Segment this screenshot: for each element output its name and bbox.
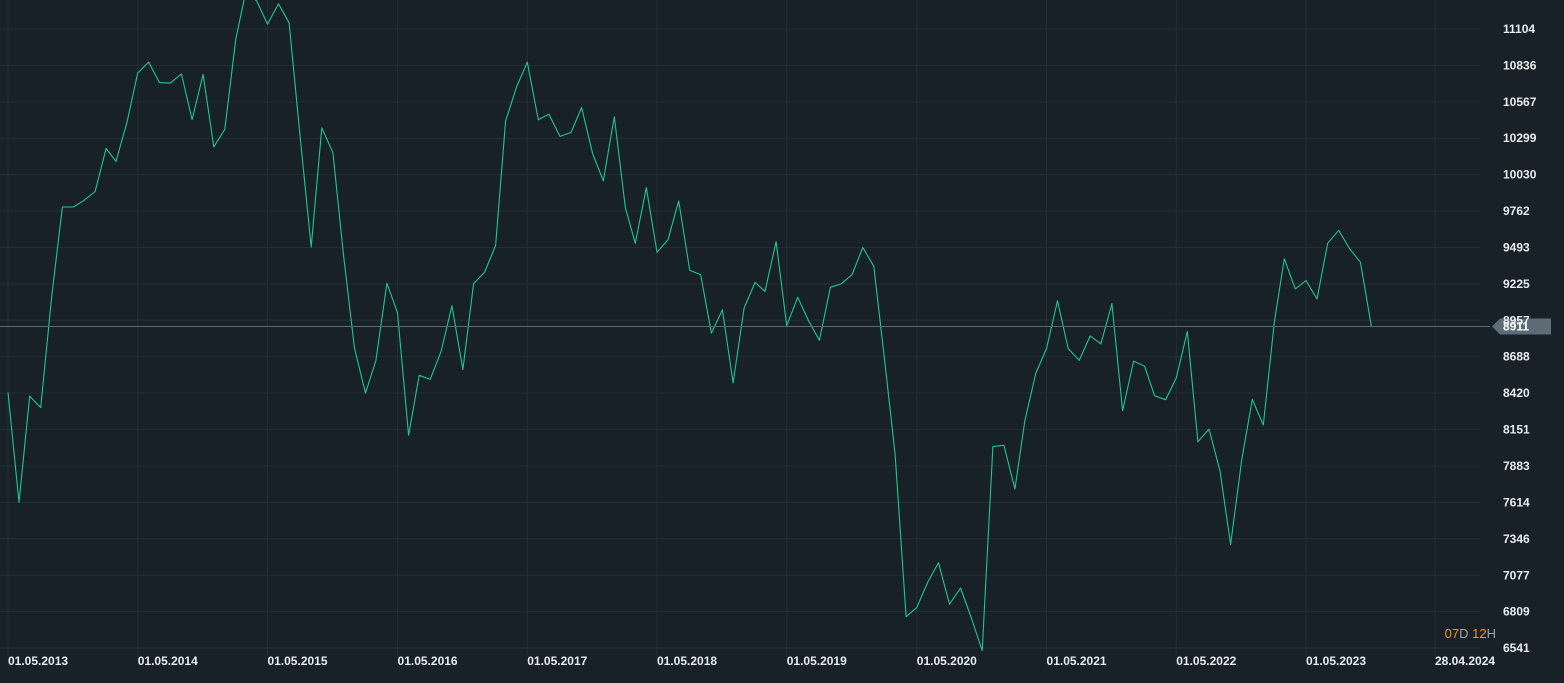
y-tick-label: 7077 xyxy=(1503,568,1530,582)
y-tick-label: 10836 xyxy=(1503,58,1537,72)
countdown-timer: 07D 12H xyxy=(1445,626,1496,641)
current-price-line: 8911 xyxy=(0,318,1551,335)
y-tick-label: 9762 xyxy=(1503,204,1530,218)
y-tick-label: 8420 xyxy=(1503,386,1530,400)
y-tick-label: 9225 xyxy=(1503,277,1530,291)
timer-days: 07 xyxy=(1444,626,1460,641)
x-tick-label: 01.05.2018 xyxy=(657,654,717,668)
y-tick-label: 7346 xyxy=(1503,532,1530,546)
y-tick-label: 10567 xyxy=(1503,95,1537,109)
series-line xyxy=(7,0,1372,652)
x-tick-label: 01.05.2013 xyxy=(8,654,68,668)
x-tick-label: 01.05.2016 xyxy=(398,654,458,668)
x-tick-label: 01.05.2019 xyxy=(787,654,847,668)
x-tick-label: 28.04.2024 xyxy=(1435,654,1495,668)
y-tick-label: 11104 xyxy=(1503,22,1535,36)
timer-hours: 12 xyxy=(1472,626,1487,641)
y-tick-label: 7614 xyxy=(1503,495,1530,509)
y-tick-label: 6809 xyxy=(1503,605,1530,619)
y-tick-label: 8957 xyxy=(1503,313,1530,327)
current-price-badge xyxy=(1492,318,1551,335)
x-tick-label: 01.05.2020 xyxy=(917,654,977,668)
current-price-label: 8911 xyxy=(1503,319,1529,333)
x-tick-label: 01.05.2015 xyxy=(267,654,327,668)
y-tick-label: 8688 xyxy=(1503,350,1530,364)
y-tick-label: 9493 xyxy=(1503,241,1530,255)
y-tick-label: 10299 xyxy=(1503,131,1537,145)
x-tick-label: 01.05.2021 xyxy=(1047,654,1107,668)
timer-hours-unit: H xyxy=(1486,626,1496,641)
series-layer xyxy=(7,0,1372,652)
x-tick-label: 01.05.2017 xyxy=(527,654,587,668)
y-tick-label: 8151 xyxy=(1503,423,1530,437)
x-axis: 01.05.2013 01.05.2014 01.05.2015 01.05.2016… xyxy=(8,654,1495,668)
y-tick-label: 7883 xyxy=(1503,459,1530,473)
y-tick-label: 10030 xyxy=(1503,168,1537,182)
timer-days-unit: D xyxy=(1459,626,1469,641)
y-tick-label: 6541 xyxy=(1503,641,1530,655)
x-tick-label: 01.05.2023 xyxy=(1306,654,1366,668)
x-tick-label: 01.05.2014 xyxy=(138,654,198,668)
y-axis: 11104 10836 10567 10299 10030 9762 9493 9225 895… xyxy=(1503,22,1537,655)
x-tick-label: 01.05.2022 xyxy=(1176,654,1236,668)
grid-lines xyxy=(0,0,1480,655)
